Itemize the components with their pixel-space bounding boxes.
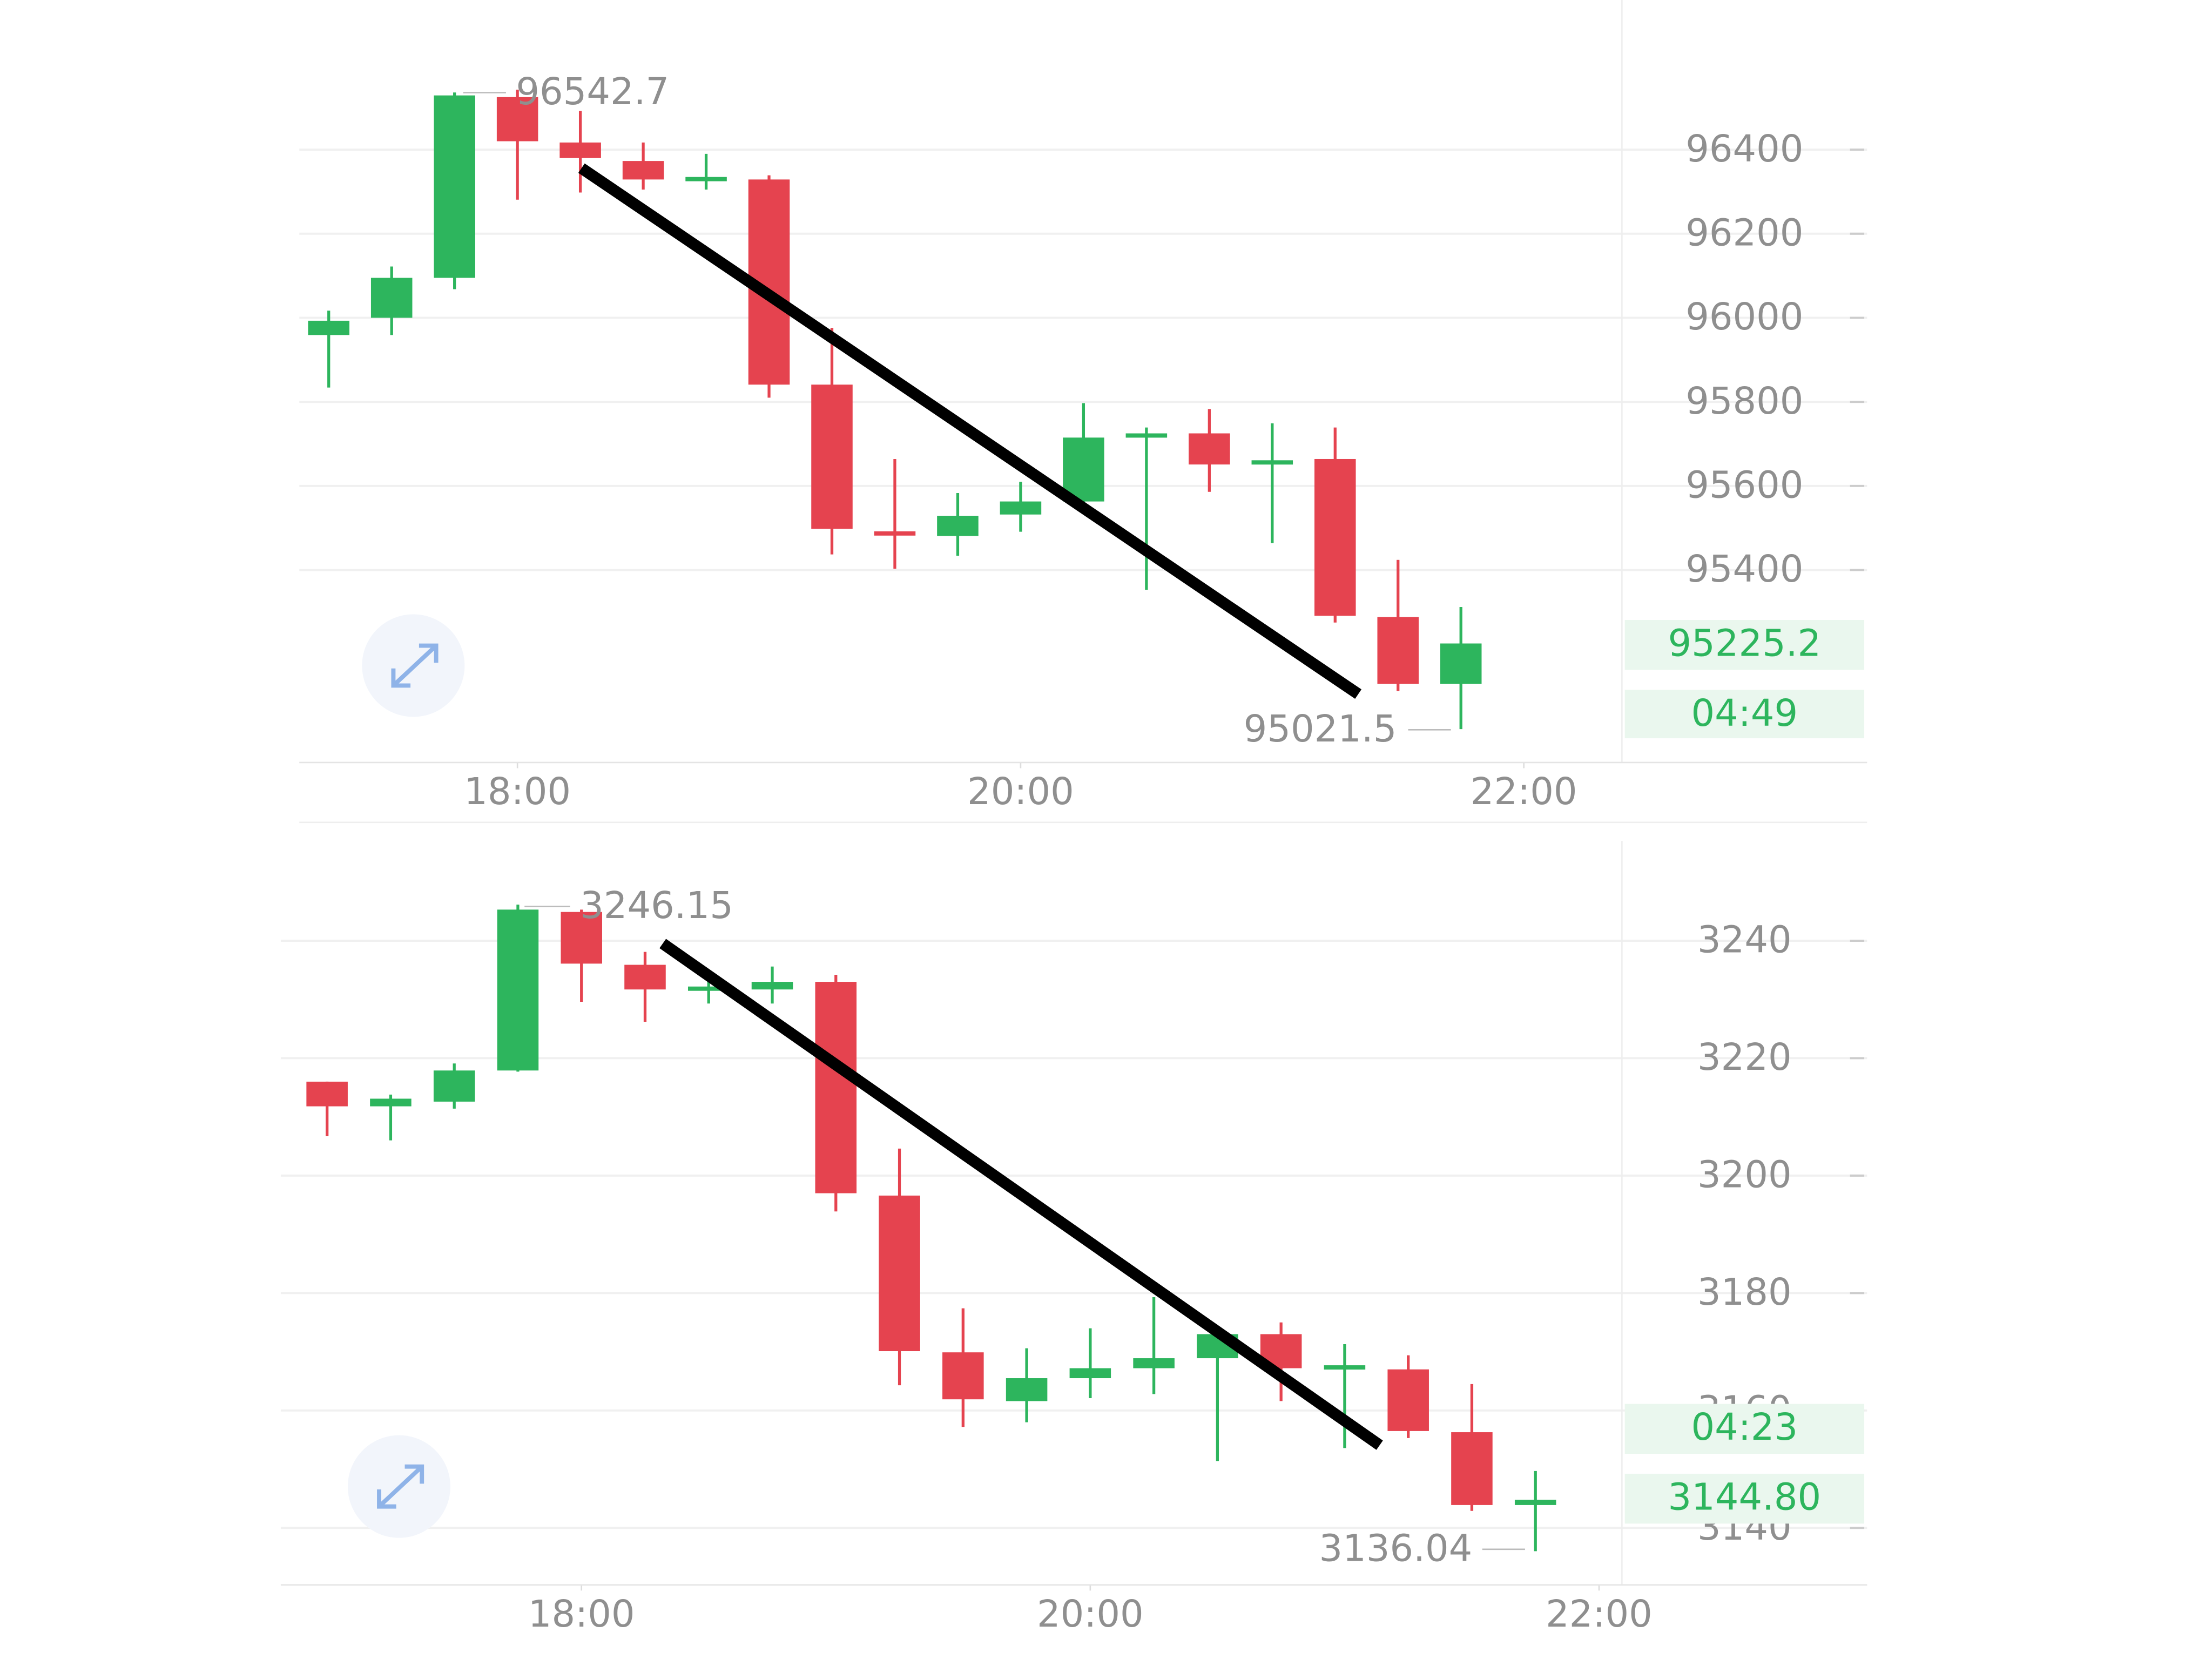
countdown: 04:23 bbox=[1691, 1406, 1798, 1449]
candle-body bbox=[1063, 437, 1104, 502]
candle-body bbox=[308, 320, 350, 335]
candle-body bbox=[811, 385, 853, 529]
candle-body bbox=[624, 965, 666, 990]
candle-body bbox=[561, 912, 602, 964]
y-tick-label: 96200 bbox=[1685, 211, 1803, 254]
candle-body bbox=[1387, 1369, 1429, 1431]
price-badge bbox=[1624, 1473, 1865, 1524]
x-tick-label: 20:00 bbox=[967, 770, 1074, 813]
candle-body bbox=[433, 1070, 475, 1102]
candle-body bbox=[1125, 433, 1168, 438]
candle-body bbox=[559, 142, 601, 158]
trend-line bbox=[659, 939, 1383, 1450]
candle-body bbox=[815, 982, 857, 1193]
expand-button[interactable] bbox=[362, 614, 465, 717]
y-tick-label: 95800 bbox=[1685, 380, 1803, 423]
candle-body bbox=[685, 177, 727, 181]
candle-body bbox=[937, 516, 979, 536]
trend-line bbox=[578, 163, 1362, 699]
candle-body bbox=[434, 95, 475, 278]
last-price: 3144.80 bbox=[1668, 1475, 1821, 1519]
candle-body bbox=[1377, 617, 1419, 684]
y-tick-label: 3220 bbox=[1697, 1036, 1792, 1079]
candle-body bbox=[1069, 1368, 1111, 1379]
low-annotation: 95021.5 bbox=[1244, 707, 1397, 751]
y-tick-label: 3180 bbox=[1697, 1271, 1792, 1314]
x-tick-label: 22:00 bbox=[1546, 1593, 1653, 1636]
candle-body bbox=[1006, 1378, 1048, 1401]
x-tick-label: 18:00 bbox=[464, 770, 571, 813]
candle-body bbox=[1133, 1358, 1175, 1368]
candle-body bbox=[306, 1081, 348, 1107]
candle-body bbox=[874, 531, 916, 536]
candle-body bbox=[622, 161, 664, 180]
price-badge bbox=[1624, 620, 1865, 670]
y-tick-label: 3240 bbox=[1697, 919, 1792, 962]
marks-layer bbox=[306, 90, 1556, 1552]
candle-body bbox=[1189, 433, 1230, 465]
candle-body bbox=[1251, 460, 1293, 465]
x-tick-label: 22:00 bbox=[1471, 770, 1577, 813]
countdown-badge bbox=[1624, 690, 1865, 739]
expand-button[interactable] bbox=[347, 1435, 450, 1538]
y-tick-label: 96000 bbox=[1685, 295, 1803, 339]
candle-body bbox=[942, 1352, 984, 1400]
low-annotation: 3136.04 bbox=[1319, 1527, 1473, 1570]
high-annotation: 96542.7 bbox=[516, 70, 669, 113]
candle-body bbox=[1514, 1500, 1556, 1505]
candle-body bbox=[496, 97, 538, 141]
candle-body bbox=[370, 278, 413, 318]
y-tick-label: 96400 bbox=[1685, 127, 1803, 171]
candle-body bbox=[1314, 458, 1356, 616]
last-price: 95225.2 bbox=[1668, 622, 1821, 665]
candle-body bbox=[1324, 1365, 1366, 1370]
high-annotation: 3246.15 bbox=[580, 884, 733, 927]
y-tick-label: 3200 bbox=[1697, 1154, 1792, 1197]
candle-body bbox=[879, 1195, 920, 1352]
candle-body bbox=[497, 909, 539, 1071]
candle-body bbox=[370, 1098, 412, 1107]
y-tick-label: 95600 bbox=[1685, 463, 1803, 507]
grid-layer: 95400 95600 95800 96000 96200 96400 18:00 20:00… bbox=[280, 127, 1867, 1636]
candle-body bbox=[1451, 1432, 1493, 1505]
candle-body bbox=[687, 986, 730, 991]
countdown: 04:49 bbox=[1691, 692, 1798, 735]
x-tick-label: 18:00 bbox=[528, 1593, 635, 1636]
candle-body bbox=[751, 982, 793, 990]
y-tick-label: 95400 bbox=[1685, 548, 1803, 591]
x-tick-label: 20:00 bbox=[1037, 1593, 1144, 1636]
candle-body bbox=[1440, 643, 1482, 684]
countdown-badge bbox=[1624, 1404, 1865, 1454]
candle-body bbox=[1000, 501, 1042, 515]
